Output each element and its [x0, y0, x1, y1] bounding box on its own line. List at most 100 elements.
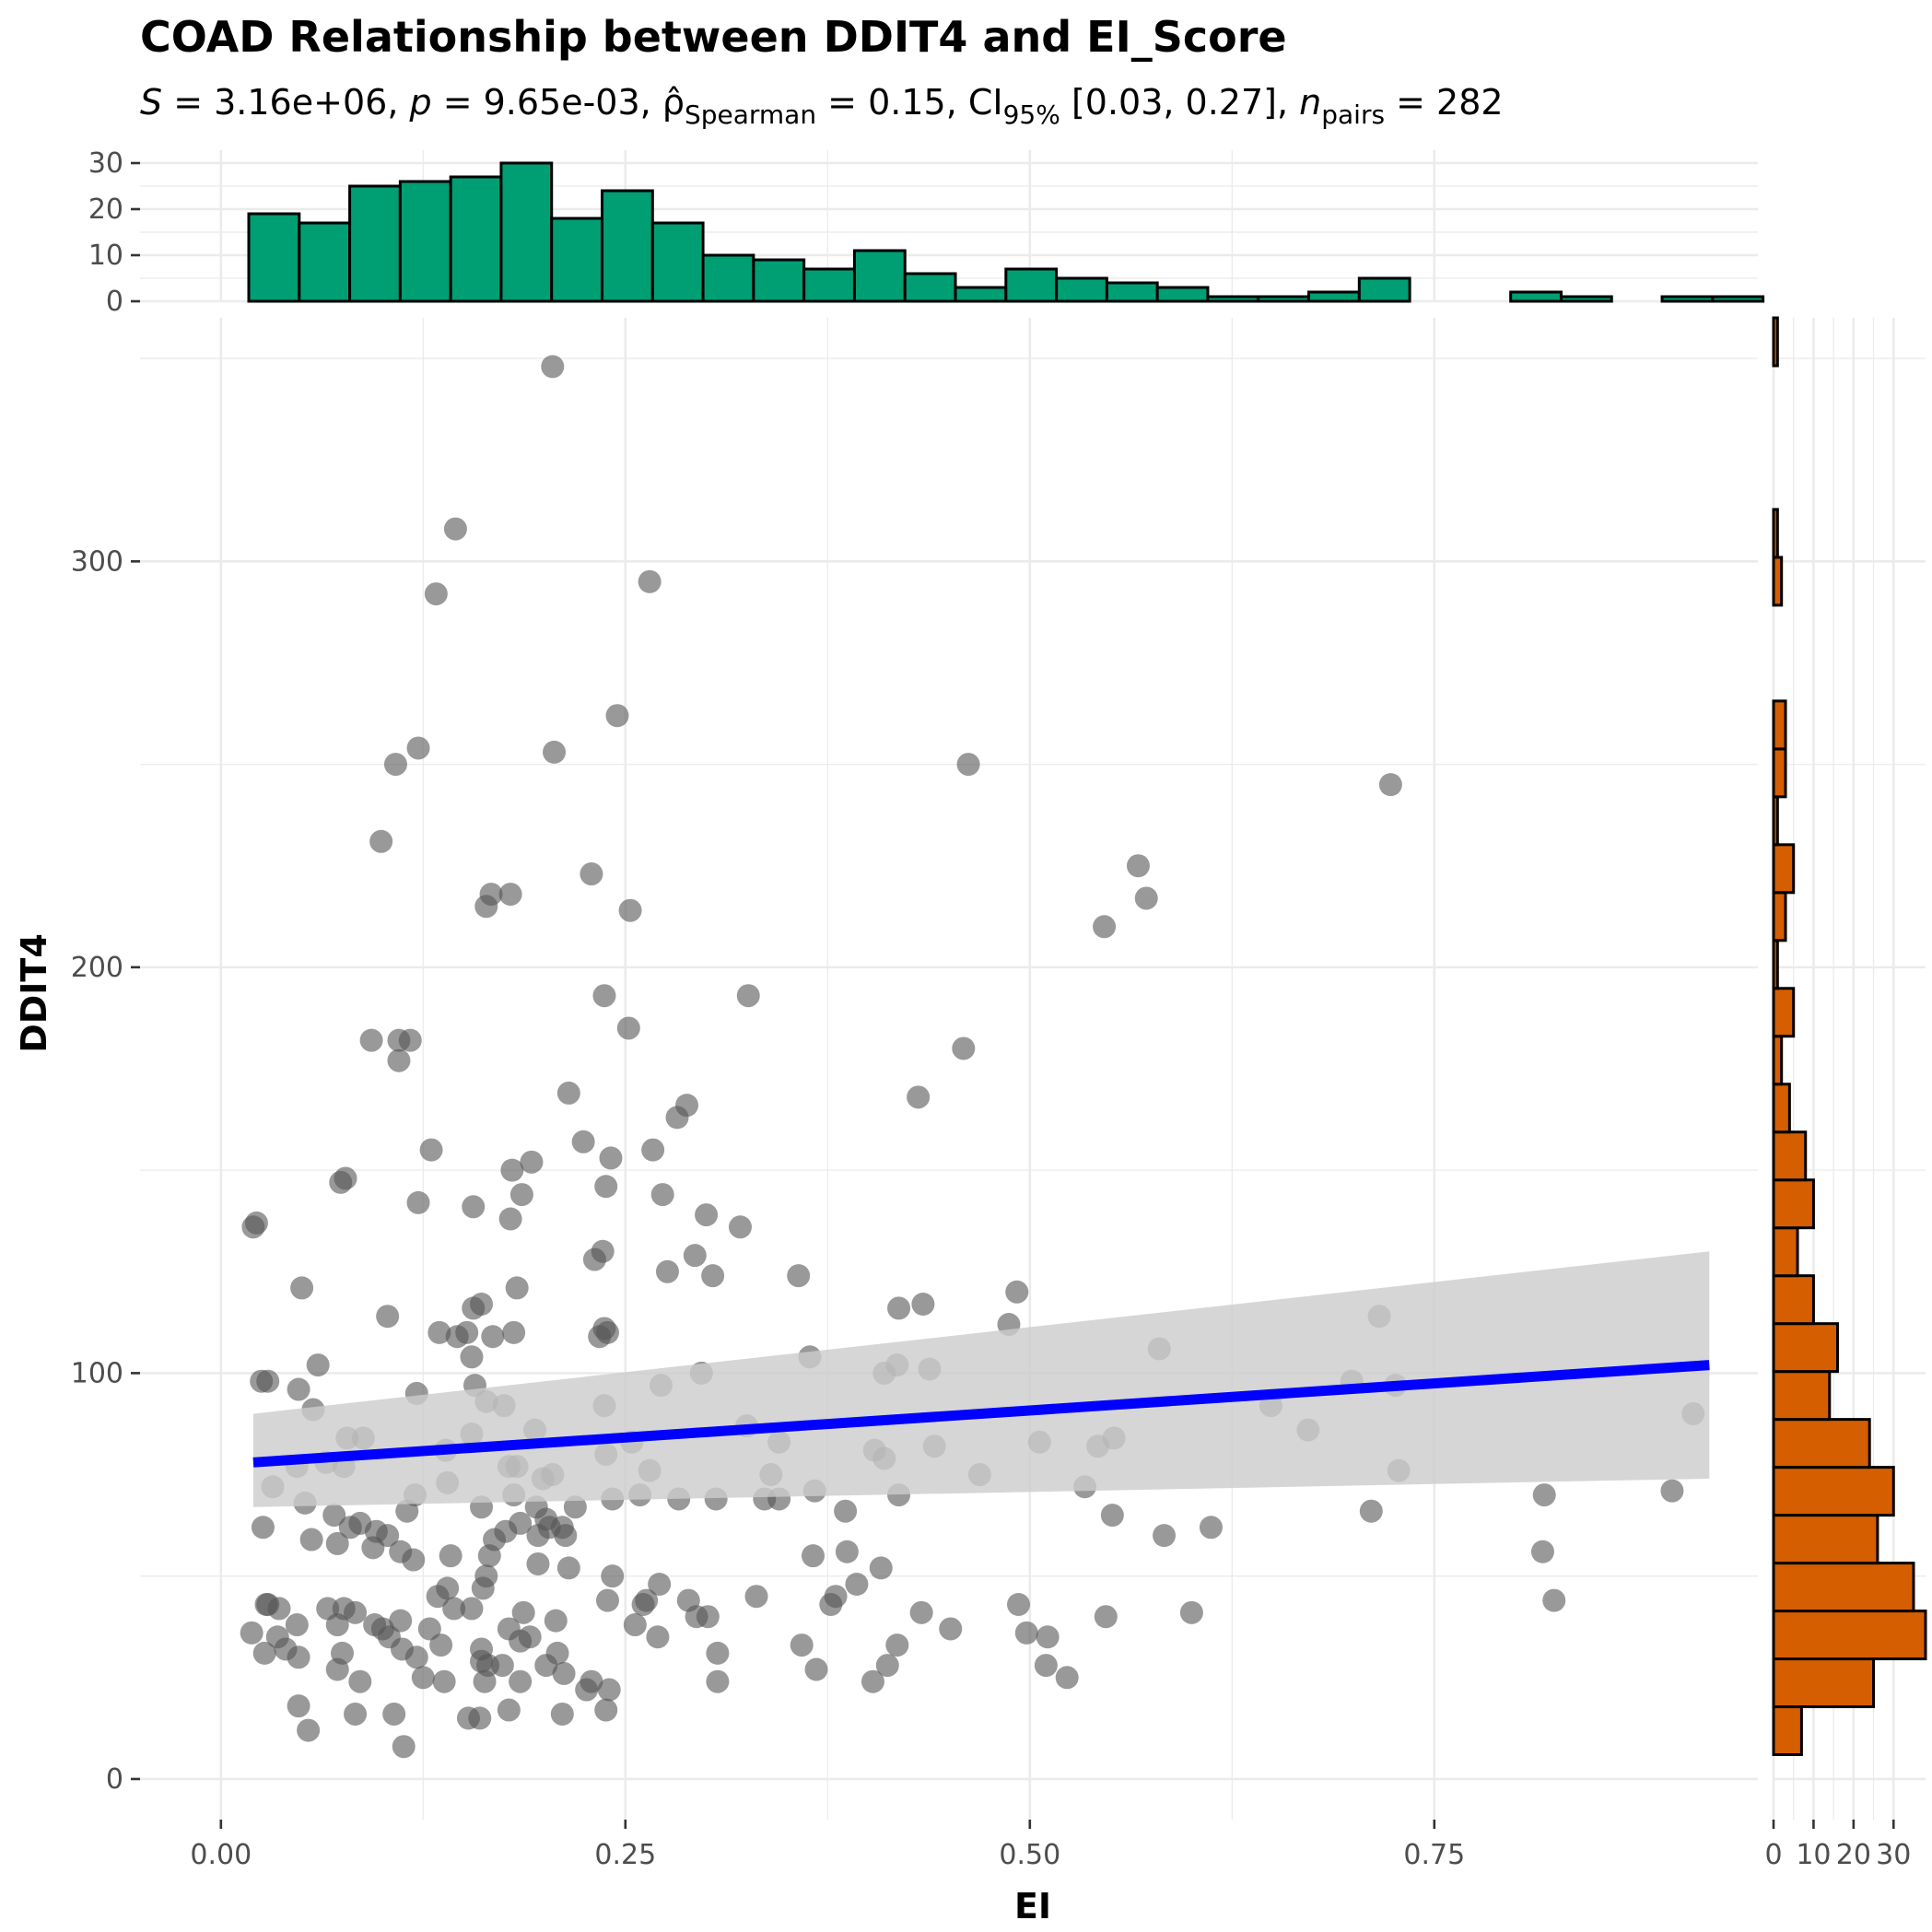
data-point: [382, 1702, 406, 1726]
data-point: [887, 1296, 911, 1320]
right-histogram-bar: [1772, 1226, 1799, 1278]
data-point: [1530, 1540, 1554, 1563]
data-point: [306, 1353, 330, 1377]
data-point: [638, 569, 662, 593]
data-point: [1532, 1483, 1556, 1507]
data-point: [511, 1600, 535, 1624]
right-histogram-bar: [1772, 508, 1779, 559]
data-point: [695, 1203, 719, 1227]
data-point: [509, 1183, 533, 1207]
right-histogram-bar: [1772, 1466, 1895, 1517]
data-point: [595, 1588, 619, 1612]
data-point: [665, 1106, 689, 1130]
data-point: [646, 1625, 670, 1649]
data-point: [389, 1609, 413, 1633]
data-point: [594, 1175, 618, 1199]
data-point: [736, 984, 760, 1008]
data-point: [411, 1666, 435, 1690]
data-point: [325, 1531, 349, 1555]
data-point: [1153, 1524, 1177, 1548]
top-histogram-bar: [903, 272, 957, 303]
data-point: [498, 1207, 522, 1231]
top-histogram-bar: [1660, 295, 1715, 303]
right-histogram-bar: [1772, 891, 1787, 943]
right-histogram-bar: [1772, 1035, 1784, 1086]
data-point: [287, 1694, 310, 1718]
right-histogram-bar: [1772, 1418, 1871, 1469]
data-point: [623, 1613, 647, 1637]
data-point: [550, 1702, 574, 1726]
top-y-tick-label: 10: [88, 240, 123, 272]
data-point: [885, 1633, 909, 1657]
data-point: [471, 1576, 495, 1600]
x-tick-label: 0.50: [999, 1839, 1060, 1871]
data-point: [556, 1081, 580, 1105]
right-x-tick-label: 30: [1876, 1839, 1911, 1871]
data-point: [424, 582, 448, 606]
data-point: [348, 1669, 372, 1693]
data-point: [544, 1609, 568, 1633]
data-point: [1660, 1479, 1684, 1503]
data-point: [468, 1706, 492, 1730]
data-point: [287, 1377, 310, 1401]
data-point: [728, 1215, 752, 1239]
right-histogram-bar: [1772, 1514, 1879, 1565]
right-x-tick-label: 10: [1796, 1839, 1831, 1871]
chart-title: COAD Relationship between DDIT4 and EI_S…: [140, 12, 1287, 62]
data-point: [744, 1585, 768, 1609]
data-point: [541, 355, 565, 379]
x-axis-label: EI: [1014, 1886, 1051, 1926]
data-point: [297, 1718, 321, 1742]
data-point: [1007, 1593, 1031, 1617]
data-point: [498, 883, 522, 907]
right-histogram-bar: [1772, 699, 1787, 751]
top-histogram-bar: [752, 258, 806, 303]
data-point: [426, 1585, 450, 1609]
right-histogram-bar: [1772, 1083, 1791, 1134]
data-point: [322, 1504, 346, 1528]
data-point: [1036, 1625, 1060, 1649]
top-histogram-bar: [1711, 295, 1765, 303]
data-point: [534, 1654, 558, 1678]
top-histogram-bar: [1257, 295, 1311, 303]
data-point: [543, 740, 567, 764]
data-point: [1199, 1516, 1223, 1540]
data-point: [875, 1654, 899, 1678]
data-point: [650, 1183, 674, 1207]
data-point: [460, 1597, 484, 1621]
right-histogram-bar: [1772, 795, 1779, 847]
data-point: [599, 1146, 623, 1170]
top-y-tick-label: 30: [88, 147, 123, 180]
data-point: [845, 1572, 869, 1596]
data-point: [497, 1698, 521, 1722]
data-point: [505, 1276, 529, 1300]
data-point: [252, 1641, 276, 1665]
data-point: [1055, 1666, 1079, 1690]
top-histogram-bar: [348, 184, 402, 303]
data-point: [571, 1130, 595, 1153]
top-y-tick-label: 20: [88, 193, 123, 226]
y-tick-label: 200: [71, 952, 123, 984]
data-point: [526, 1551, 550, 1575]
data-point: [439, 1544, 463, 1568]
data-point: [575, 1678, 599, 1702]
data-point: [392, 1735, 416, 1759]
data-point: [376, 1305, 400, 1329]
data-point: [605, 704, 629, 728]
data-point: [1014, 1621, 1038, 1645]
right-histogram-bar: [1772, 1657, 1876, 1709]
right-histogram-bar: [1772, 1610, 1927, 1661]
top-histogram-bar: [1357, 276, 1411, 303]
top-histogram-bar: [650, 221, 705, 303]
data-point: [359, 1028, 383, 1052]
data-point: [1093, 915, 1117, 939]
data-point: [911, 1293, 935, 1317]
data-point: [556, 1556, 580, 1580]
top-histogram-bar: [1206, 295, 1260, 303]
regression-line: [252, 1360, 1710, 1468]
data-point: [594, 1698, 618, 1722]
data-point: [267, 1597, 291, 1621]
top-histogram-bar: [398, 180, 452, 303]
data-point: [251, 1516, 275, 1540]
